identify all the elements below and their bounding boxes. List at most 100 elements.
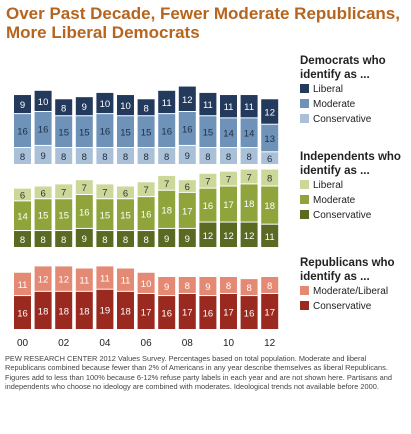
- data-label: 11: [162, 98, 172, 109]
- bar-1-1-2000: [14, 201, 31, 231]
- bar-1-2-2007: [158, 228, 176, 247]
- bar-0-1-2007: [158, 114, 176, 148]
- bar-2-0-2009: [199, 277, 217, 296]
- data-label: 8: [185, 281, 190, 292]
- bar-0-2-2001: [34, 145, 52, 164]
- bar-0-0-2005: [117, 95, 134, 116]
- bar-1-1-2001: [34, 199, 52, 231]
- legend-swatch: [300, 195, 309, 204]
- data-label: 12: [203, 231, 214, 242]
- bar-1-1-2004: [96, 199, 114, 231]
- data-label: 17: [141, 307, 152, 318]
- bar-0-0-2011: [240, 95, 258, 118]
- data-label: 10: [38, 97, 49, 108]
- bar-0-0-2009: [199, 92, 217, 116]
- bar-0-2-2008: [178, 145, 196, 164]
- data-label: 16: [38, 124, 49, 135]
- group-title-line2: identify as ...: [300, 69, 370, 81]
- data-label: 9: [205, 282, 210, 293]
- data-label: 15: [141, 128, 152, 139]
- data-label: 7: [205, 177, 210, 188]
- legend-label: Moderate: [313, 195, 356, 206]
- data-label: 8: [102, 152, 107, 163]
- bar-1-2-2003: [75, 228, 93, 247]
- x-tick-label: 10: [223, 338, 235, 349]
- bar-0-1-2009: [199, 116, 217, 148]
- legend-label: Conservative: [313, 210, 372, 221]
- data-label: 15: [79, 128, 90, 139]
- bar-0-1-2003: [75, 116, 93, 148]
- data-label: 15: [38, 211, 49, 222]
- data-label: 17: [264, 307, 275, 318]
- x-tick-label: 12: [264, 338, 276, 349]
- data-label: 7: [82, 183, 87, 194]
- bar-1-2-2008: [178, 228, 196, 247]
- legend-swatch: [300, 180, 309, 189]
- data-label: 11: [79, 276, 89, 287]
- data-label: 8: [226, 281, 231, 292]
- data-label: 8: [20, 152, 25, 163]
- data-label: 11: [18, 280, 28, 291]
- bar-0-1-2002: [55, 116, 73, 148]
- data-label: 7: [164, 179, 169, 190]
- bar-1-0-2007: [158, 175, 176, 190]
- bar-0-1-2004: [96, 114, 114, 148]
- bar-2-1-2002: [55, 291, 73, 329]
- bar-2-1-2009: [199, 296, 217, 329]
- data-label: 17: [182, 206, 193, 217]
- data-label: 6: [123, 188, 128, 199]
- data-label: 11: [265, 232, 275, 243]
- bar-0-2-2006: [137, 148, 155, 164]
- data-label: 16: [161, 127, 172, 138]
- data-label: 7: [226, 175, 231, 186]
- bar-1-1-2012: [261, 186, 279, 224]
- data-label: 14: [17, 212, 28, 223]
- bar-1-2-2011: [240, 222, 258, 247]
- bar-1-2-2000: [14, 231, 31, 247]
- bar-2-1-2007: [158, 296, 176, 329]
- bar-1-2-2004: [96, 231, 114, 247]
- data-label: 16: [17, 309, 28, 320]
- bar-2-0-2007: [158, 277, 176, 296]
- bar-0-0-2003: [75, 97, 93, 116]
- bar-1-1-2007: [158, 190, 176, 228]
- data-label: 8: [40, 235, 45, 246]
- bar-1-1-2011: [240, 184, 258, 222]
- data-label: 8: [267, 281, 272, 292]
- x-tick-label: 06: [141, 338, 153, 349]
- data-label: 8: [205, 152, 210, 163]
- bar-0-2-2005: [117, 148, 134, 164]
- data-label: 9: [185, 234, 190, 245]
- data-label: 7: [246, 172, 251, 183]
- legend-label: Moderate/Liberal: [313, 286, 388, 297]
- bar-1-1-2010: [220, 186, 237, 222]
- data-label: 17: [182, 307, 193, 318]
- bar-1-0-2010: [220, 171, 237, 186]
- data-label: 11: [203, 100, 213, 111]
- data-label: 11: [244, 102, 254, 113]
- data-label: 12: [182, 95, 193, 106]
- data-label: 10: [100, 99, 111, 110]
- legend-swatch: [300, 286, 309, 295]
- bar-1-1-2009: [199, 188, 217, 222]
- data-label: 16: [161, 309, 172, 320]
- data-label: 6: [20, 191, 25, 202]
- bar-2-1-2004: [96, 289, 114, 329]
- data-label: 8: [226, 152, 231, 163]
- bar-1-1-2008: [178, 192, 196, 228]
- legend-swatch: [300, 301, 309, 310]
- bar-0-0-2012: [261, 99, 279, 124]
- data-label: 16: [244, 309, 255, 320]
- bar-0-0-2002: [55, 99, 73, 116]
- group-title-line1: Democrats who: [300, 55, 386, 67]
- bar-2-0-2001: [34, 266, 52, 291]
- bar-1-0-2001: [34, 186, 52, 199]
- data-label: 8: [123, 152, 128, 163]
- data-label: 16: [100, 127, 111, 138]
- bar-0-2-2010: [220, 148, 237, 164]
- x-tick-label: 00: [17, 338, 29, 349]
- data-label: 14: [244, 129, 255, 140]
- data-label: 8: [82, 152, 87, 163]
- data-label: 6: [40, 188, 45, 199]
